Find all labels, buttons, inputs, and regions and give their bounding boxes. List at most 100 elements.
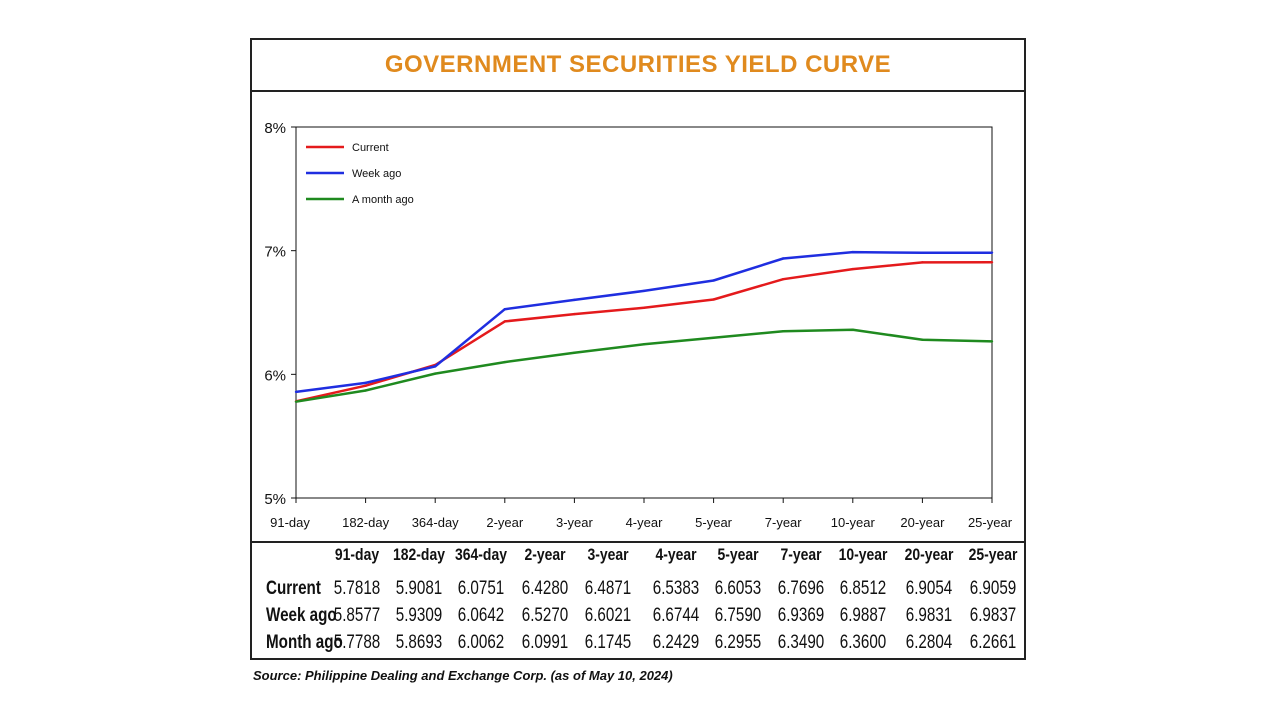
title-band: GOVERNMENT SECURITIES YIELD CURVE [252,40,1024,92]
chart-title: GOVERNMENT SECURITIES YIELD CURVE [384,51,892,78]
data-point [642,343,646,346]
data-point [434,365,437,368]
table-header-cell: 20-year [904,545,954,564]
data-point [712,298,715,301]
x-tick-label: 2-year [486,515,524,530]
y-tick-label: 5% [264,491,286,508]
x-tick-label: 25-year [968,515,1013,530]
data-point [642,306,646,309]
table-row-label: Current [266,578,321,599]
x-tick-label: 91-day [270,515,310,530]
data-point [782,257,785,260]
table-cell: 5.7818 [333,578,381,599]
x-tick-label: 364-day [412,515,459,530]
data-point [782,329,785,333]
table-cell: 6.4280 [521,578,569,599]
table-header-cell: 182-day [393,545,445,564]
table-cell: 6.9059 [969,578,1017,599]
table-cell: 6.7696 [777,578,825,599]
data-point [921,261,924,264]
table-cell: 5.9309 [395,605,443,626]
data-point [294,390,298,394]
data-point [364,381,367,385]
table-header-cell: 91-day [334,545,380,564]
table-row-label: Week ago [266,605,337,626]
series-line-current [295,261,993,403]
table-cell: 6.2804 [905,632,953,653]
data-point [573,312,576,316]
table-cell: 6.7590 [714,605,762,626]
data-point [921,251,924,254]
table-cell: 6.5270 [521,605,569,626]
table-cell: 6.9369 [777,605,825,626]
data-point [503,360,506,364]
table-cell: 6.1745 [584,632,632,653]
table-header-cell: 364-day [455,545,507,564]
source-note: Source: Philippine Dealing and Exchange … [253,668,673,683]
data-point [851,250,854,254]
x-tick-label: 3-year [556,515,594,530]
data-point [294,400,298,403]
table-row-label: Month ago [266,632,343,653]
table-cell: 6.8512 [839,578,887,599]
table-cell: 6.2429 [652,632,700,653]
data-point [434,372,437,375]
data-point [712,336,715,339]
table-cell: 6.3490 [777,632,825,653]
table-cell: 5.9081 [395,578,443,599]
table-cell: 6.2661 [969,632,1017,653]
table-header-cell: 10-year [838,545,888,564]
x-tick-label: 5-year [695,515,733,530]
data-point [782,277,785,281]
table-cell: 6.4871 [584,578,632,599]
data-point [851,328,854,332]
data-point [573,351,576,354]
data-point [364,389,367,392]
table-cell: 6.0062 [457,632,505,653]
table-header-cell: 2-year [524,545,566,564]
table-cell: 6.3600 [839,632,887,653]
x-tick-label: 7-year [765,515,803,530]
table-separator [250,541,1026,543]
data-point [503,320,506,323]
data-point [364,384,367,387]
x-tick-label: 10-year [831,515,876,530]
x-tick-label: 4-year [626,515,664,530]
data-point [921,338,924,341]
data-point [990,340,994,343]
table-cell: 6.0991 [521,632,569,653]
data-point [712,279,715,282]
table-header-cell: 3-year [587,545,629,564]
table-cell: 6.9831 [905,605,953,626]
table-cell: 6.6021 [584,605,632,626]
table-cell: 5.8693 [395,632,443,653]
table-cell: 6.5383 [652,578,700,599]
table-cell: 6.9054 [905,578,953,599]
table-cell: 6.9887 [839,605,887,626]
y-tick-label: 7% [264,244,286,261]
series-line-a-month-ago [295,328,993,403]
data-point [990,261,994,264]
y-tick-label: 8% [264,120,286,137]
data-point [642,289,646,293]
data-point [573,298,576,302]
x-tick-label: 20-year [900,515,945,530]
table-cell: 5.7788 [333,632,381,653]
legend-label: A month ago [352,194,414,206]
data-point [851,267,854,271]
table-cell: 6.0751 [457,578,505,599]
plot-area [295,126,993,499]
legend-label: Week ago [352,168,401,180]
table-cell: 6.6744 [652,605,700,626]
table-cell: 5.8577 [333,605,381,626]
x-tick-label: 182-day [342,515,389,530]
data-point [503,307,506,311]
chart-frame: GOVERNMENT SECURITIES YIELD CURVE [250,38,1026,660]
table-header-cell: 4-year [655,545,697,564]
table-header-cell: 7-year [780,545,822,564]
table-cell: 6.9837 [969,605,1017,626]
y-tick-label: 6% [264,367,286,384]
table-header-cell: 25-year [968,545,1018,564]
table-cell: 6.0642 [457,605,505,626]
data-point [990,251,994,254]
